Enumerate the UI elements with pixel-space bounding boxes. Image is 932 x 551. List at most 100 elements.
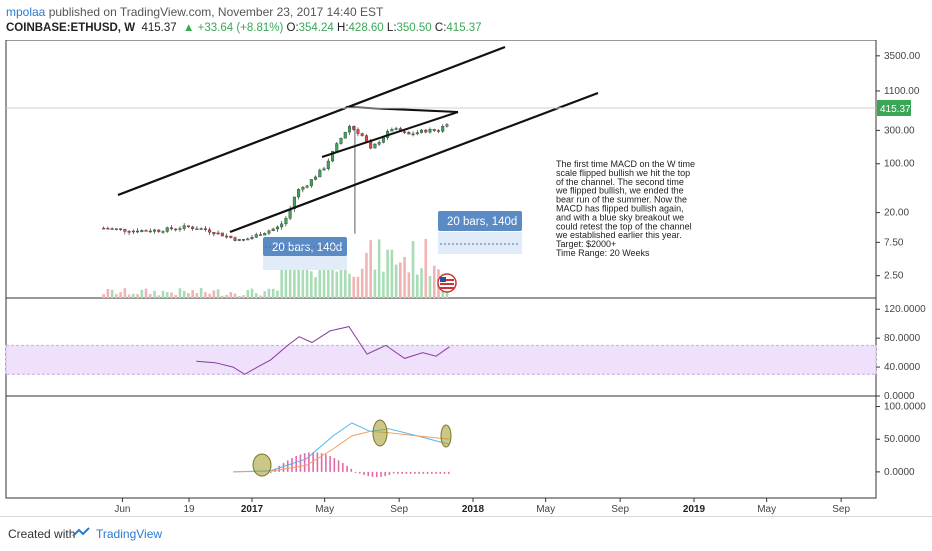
- range-label-2[interactable]: 20 bars, 140d: [438, 211, 522, 254]
- price-tick-label: 100.00: [884, 159, 915, 170]
- volume-bar: [136, 294, 139, 298]
- channel-top-line[interactable]: [117, 45, 506, 197]
- candle: [161, 231, 165, 233]
- price-pane: [5, 40, 877, 299]
- volume-bar: [271, 288, 275, 298]
- candle: [364, 135, 368, 142]
- price-tick-label: 3500.00: [884, 51, 921, 62]
- author-link[interactable]: mpolaa: [6, 5, 46, 19]
- trend-channel[interactable]: [117, 45, 599, 234]
- annotation-line: we established earlier this year.: [555, 230, 682, 240]
- candle: [169, 227, 173, 230]
- cross-marker-3[interactable]: [440, 424, 452, 448]
- macd-hist-bar: [342, 462, 344, 472]
- l-label: L:: [386, 22, 397, 34]
- candle: [356, 129, 360, 134]
- volume-bar: [119, 292, 122, 298]
- volume-bar: [174, 294, 178, 298]
- candle: [114, 228, 118, 230]
- rsi-tick-label: 120.0000: [884, 304, 926, 315]
- volume-bar: [276, 290, 279, 298]
- volume-bar: [250, 288, 254, 298]
- macd-hist-bar: [439, 471, 442, 474]
- macd-hist-bar: [367, 471, 370, 477]
- us-flag-icon[interactable]: [437, 273, 457, 293]
- price-axis[interactable]: 3500.00 1100.00 300.00 100.00 20.00 7.50 2.50: [876, 51, 921, 282]
- cross-marker-1[interactable]: [252, 453, 272, 477]
- volume-bar: [288, 244, 292, 298]
- candle: [347, 126, 351, 133]
- time-axis[interactable]: Jun 19 2017 May Sep 2018 May Sep 2019 May Sep: [114, 498, 850, 515]
- tradingview-logo-icon: [72, 527, 90, 537]
- macd-hist-bar: [375, 471, 378, 478]
- tradingview-link[interactable]: TradingView: [96, 527, 163, 541]
- volume-bar: [208, 293, 211, 298]
- time-tick-label: Sep: [390, 504, 408, 515]
- volume-bar: [331, 261, 334, 298]
- chart-canvas[interactable]: 415.37 20 bars, 140d 20 bars, 140d The f…: [0, 40, 932, 516]
- last-price: 415.37: [141, 22, 177, 34]
- candle: [178, 228, 182, 230]
- volume-bar: [195, 293, 199, 298]
- candle: [436, 130, 440, 132]
- volume-bar: [102, 294, 105, 298]
- rsi-tick-label: 40.0000: [884, 362, 921, 373]
- macd-hist-bar: [316, 452, 319, 472]
- volume-bar: [267, 288, 271, 298]
- change-value: +33.64 (+8.81%): [197, 22, 284, 34]
- triangle-lower-line[interactable]: [321, 111, 459, 158]
- rsi-axis[interactable]: 120.0000 80.0000 40.0000 0.0000: [876, 304, 926, 402]
- candle: [403, 131, 407, 133]
- ohlc-line: COINBASE:ETHUSD, W 415.37 ▲ +33.64 (+8.8…: [6, 22, 482, 34]
- candle: [407, 132, 411, 135]
- candles: [102, 123, 449, 242]
- macd-axis[interactable]: 100.0000 50.0000 0.0000: [876, 402, 926, 478]
- volume-bar: [242, 295, 245, 298]
- candle: [225, 235, 229, 238]
- volume-bar: [182, 290, 186, 298]
- annotation-line: MACD has flipped bullish again,: [556, 204, 684, 214]
- candle: [127, 231, 131, 233]
- volume-bar: [280, 261, 283, 298]
- candle: [343, 131, 347, 139]
- macd-hist-bar: [401, 471, 403, 474]
- volume-bar: [352, 276, 356, 298]
- volume-bar: [204, 292, 207, 298]
- time-tick-label: May: [757, 504, 776, 515]
- volume-bar: [394, 264, 398, 298]
- candle: [275, 226, 279, 230]
- macd-hist-bar: [363, 471, 365, 475]
- candle: [191, 226, 195, 229]
- range-label-1-span: [263, 256, 347, 270]
- channel-bottom-line[interactable]: [229, 91, 599, 234]
- volume-bar: [187, 293, 190, 298]
- macd-hist-bar: [278, 465, 281, 472]
- volume-bar: [415, 274, 419, 298]
- range-label-1[interactable]: 20 bars, 140d: [263, 236, 347, 270]
- price-tick-label: 7.50: [884, 237, 904, 248]
- macd-hist-bar: [384, 471, 387, 477]
- time-tick-label: Sep: [832, 504, 850, 515]
- candle: [309, 179, 313, 187]
- macd-hist-bar: [435, 471, 437, 474]
- volume-bar: [199, 288, 203, 298]
- cross-marker-2[interactable]: [372, 419, 388, 447]
- candle: [199, 228, 203, 230]
- macd-cross-markers[interactable]: [252, 419, 452, 477]
- price-tag-text: 415.37: [880, 104, 911, 115]
- macd-hist-bar: [346, 465, 348, 472]
- annotation-line: scale flipped bullish we hit the top: [556, 168, 690, 178]
- volume-bar: [318, 262, 322, 298]
- volume-bar: [297, 246, 300, 298]
- candle: [394, 128, 398, 130]
- candle: [280, 223, 284, 228]
- time-tick-label: 2019: [683, 504, 706, 515]
- volume-bar: [301, 249, 305, 298]
- candle: [301, 186, 305, 190]
- volume-bar: [246, 289, 250, 298]
- candle: [242, 239, 246, 241]
- candle: [297, 189, 301, 198]
- chart-header: mpolaa published on TradingView.com, Nov…: [0, 0, 932, 40]
- candle: [390, 129, 394, 132]
